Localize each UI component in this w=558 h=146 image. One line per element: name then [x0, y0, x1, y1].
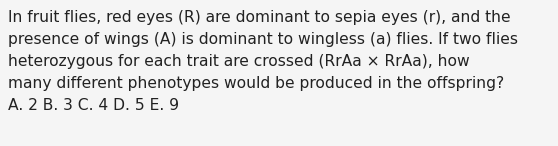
Text: A. 2 B. 3 C. 4 D. 5 E. 9: A. 2 B. 3 C. 4 D. 5 E. 9: [8, 98, 179, 113]
Text: presence of wings (A) is dominant to wingless (a) flies. If two flies: presence of wings (A) is dominant to win…: [8, 32, 518, 47]
Text: In fruit flies, red eyes (R) are dominant to sepia eyes (r), and the: In fruit flies, red eyes (R) are dominan…: [8, 10, 511, 25]
Text: many different phenotypes would be produced in the offspring?: many different phenotypes would be produ…: [8, 76, 504, 91]
Text: heterozygous for each trait are crossed (RrAa × RrAa), how: heterozygous for each trait are crossed …: [8, 54, 470, 69]
